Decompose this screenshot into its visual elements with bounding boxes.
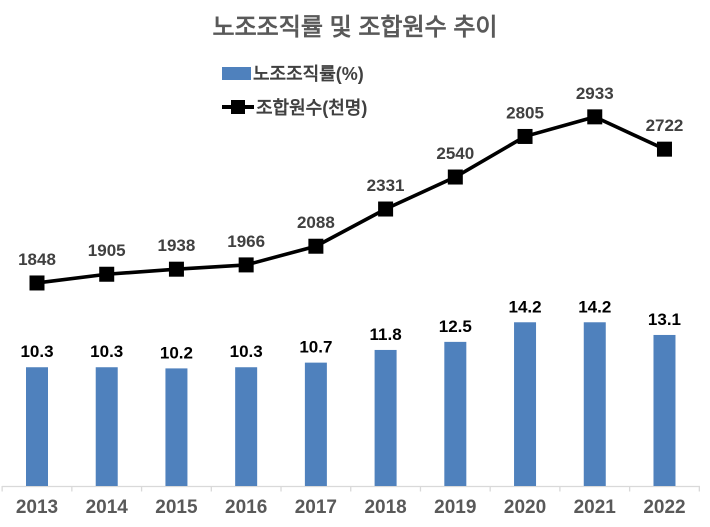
line-value-label: 1938 (158, 236, 196, 255)
x-axis-label: 2013 (16, 497, 58, 518)
bar (444, 341, 467, 486)
line-value-label: 2722 (646, 116, 684, 135)
line-value-label: 1905 (88, 241, 126, 260)
line-marker (517, 128, 533, 144)
bar (26, 367, 48, 486)
line-value-label: 2331 (367, 176, 405, 195)
bar-value-label: 11.8 (370, 325, 402, 344)
line-marker (168, 261, 184, 277)
line-marker (587, 109, 603, 125)
x-axis-label: 2015 (155, 497, 198, 518)
line-marker (99, 266, 115, 282)
chart-title: 노조조직률 및 조합원수 추이 (212, 14, 498, 41)
line-marker (238, 257, 254, 273)
bar-series-swatch-icon (222, 66, 251, 80)
bar-value-label: 13.1 (648, 310, 681, 329)
line-series-path (35, 115, 667, 285)
legend-item-bar-series: 노조조직률(%) (222, 61, 367, 85)
bar (235, 367, 258, 486)
bar-value-label: 12.5 (439, 317, 472, 336)
chart-legend: 노조조직률(%) 조합원수(천명) (222, 61, 367, 129)
bar (653, 334, 676, 486)
bar-value-label: 10.3 (90, 342, 123, 361)
line-value-label: 2540 (436, 144, 474, 163)
line-value-label: 1966 (227, 232, 265, 251)
x-axis-label: 2022 (643, 497, 685, 518)
bar (514, 322, 537, 486)
line-value-label: 2088 (297, 213, 335, 232)
x-axis-label: 2016 (225, 497, 267, 518)
bar (583, 322, 606, 486)
legend-label-bar-series: 노조조직률(%) (253, 64, 364, 84)
line-swatch-marker (231, 100, 245, 114)
bar-value-label: 10.3 (230, 342, 263, 361)
bar (95, 367, 118, 486)
line-value-label: 2933 (576, 84, 614, 103)
legend-item-line-series: 조합원수(천명) (222, 95, 367, 119)
bar-value-label: 10.3 (20, 342, 53, 361)
x-axis-label: 2019 (434, 497, 476, 518)
line-marker (378, 201, 394, 217)
x-axis-label: 2014 (86, 497, 129, 518)
legend-label-line-series: 조합원수(천명) (256, 98, 368, 118)
line-marker (308, 238, 324, 254)
x-axis-label: 2020 (504, 497, 546, 518)
bar (374, 349, 397, 486)
x-axis-label: 2018 (364, 497, 406, 518)
bar-value-label: 14.2 (578, 297, 611, 316)
bar-value-label: 14.2 (508, 297, 541, 316)
bar-value-label: 10.2 (160, 343, 193, 362)
x-axis-label: 2021 (574, 497, 617, 518)
bar (304, 362, 327, 486)
x-axis-label: 2017 (295, 497, 337, 518)
line-value-label: 2805 (506, 103, 544, 122)
line-marker (656, 141, 672, 157)
line-series-swatch-icon (222, 99, 254, 115)
bar-value-label: 10.7 (299, 338, 332, 357)
line-marker (447, 169, 463, 185)
line-marker (29, 275, 45, 291)
bar (165, 368, 188, 486)
line-value-label: 1848 (18, 250, 56, 269)
